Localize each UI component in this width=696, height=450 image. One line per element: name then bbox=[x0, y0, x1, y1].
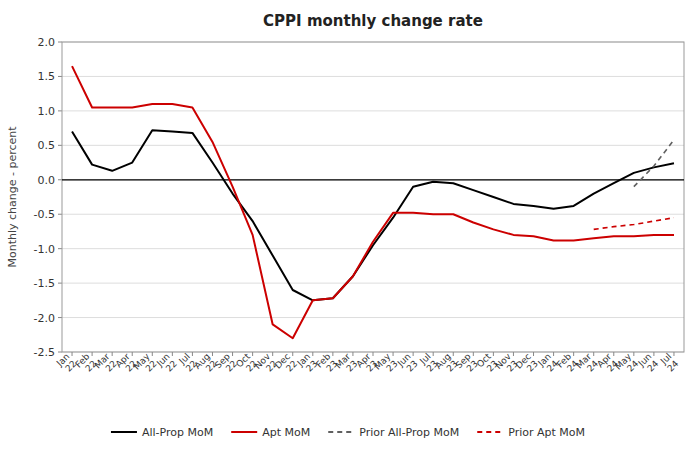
tick-mark bbox=[232, 352, 233, 356]
tick-label: -1.5 bbox=[34, 277, 55, 290]
legend-swatch bbox=[111, 431, 137, 433]
tick-label: -1.0 bbox=[34, 243, 55, 256]
legend-swatch bbox=[231, 431, 257, 433]
y-axis-label: Monthly change - percent bbox=[6, 126, 19, 268]
tick-mark bbox=[453, 352, 454, 356]
plot-frame bbox=[62, 42, 684, 352]
tick-mark bbox=[573, 352, 574, 356]
tick-mark bbox=[332, 352, 333, 356]
tick-label: Jun22 bbox=[154, 351, 179, 376]
tick-mark bbox=[673, 352, 674, 356]
tick-label: Dec22 bbox=[273, 351, 299, 377]
tick-mark bbox=[58, 179, 62, 180]
tick-mark bbox=[192, 352, 193, 356]
grid-line bbox=[62, 110, 684, 111]
tick-label: Jul24 bbox=[658, 351, 681, 374]
tick-mark bbox=[493, 352, 494, 356]
tick-mark bbox=[152, 352, 153, 356]
zero-line bbox=[62, 179, 684, 180]
chart: CPPI monthly change rate Monthly change -… bbox=[0, 0, 696, 450]
tick-mark bbox=[553, 352, 554, 356]
tick-mark bbox=[132, 352, 133, 356]
series-line bbox=[72, 130, 674, 300]
tick-mark bbox=[212, 352, 213, 356]
series-line bbox=[594, 218, 674, 230]
tick-label: Jun24 bbox=[636, 351, 661, 376]
x-axis: Jan22Feb22Mar22Apr22May22Jun22Jul22Aug22… bbox=[54, 351, 681, 379]
tick-mark bbox=[58, 283, 62, 284]
legend-swatch bbox=[328, 431, 354, 433]
title: CPPI monthly change rate bbox=[263, 12, 483, 30]
tick-mark bbox=[252, 352, 253, 356]
grid bbox=[62, 42, 684, 352]
legend-label: All-Prop MoM bbox=[142, 426, 213, 439]
series-line bbox=[72, 66, 674, 338]
series-line bbox=[634, 140, 674, 187]
tick-label: 1.5 bbox=[38, 70, 56, 83]
legend-item: Prior All-Prop MoM bbox=[328, 426, 459, 439]
grid-line bbox=[62, 283, 684, 284]
tick-mark bbox=[393, 352, 394, 356]
tick-mark bbox=[373, 352, 374, 356]
tick-mark bbox=[653, 352, 654, 356]
tick-mark bbox=[593, 352, 594, 356]
tick-label: May22 bbox=[132, 351, 160, 379]
tick-mark bbox=[413, 352, 414, 356]
legend-item: All-Prop MoM bbox=[111, 426, 213, 439]
tick-label: Dec23 bbox=[514, 351, 540, 377]
tick-label: May24 bbox=[613, 351, 641, 379]
legend-label: Prior Apt MoM bbox=[508, 426, 585, 439]
legend-label: Prior All-Prop MoM bbox=[359, 426, 459, 439]
tick-label: 2.0 bbox=[38, 36, 56, 49]
tick-mark bbox=[172, 352, 173, 356]
tick-mark bbox=[633, 352, 634, 356]
grid-line bbox=[62, 145, 684, 146]
tick-mark bbox=[272, 352, 273, 356]
tick-label-line: 24 bbox=[645, 358, 660, 373]
tick-mark bbox=[58, 214, 62, 215]
tick-label: 0.0 bbox=[38, 174, 56, 187]
tick-label: -2.0 bbox=[34, 312, 55, 325]
tick-mark bbox=[533, 352, 534, 356]
tick-label-line: 24 bbox=[665, 358, 680, 373]
tick-mark bbox=[352, 352, 353, 356]
tick-mark bbox=[58, 76, 62, 77]
legend-label: Apt MoM bbox=[262, 426, 310, 439]
tick-mark bbox=[613, 352, 614, 356]
tick-mark bbox=[292, 352, 293, 356]
tick-label-line: 22 bbox=[164, 358, 179, 373]
tick-mark bbox=[58, 352, 62, 353]
grid-line bbox=[62, 248, 684, 249]
legend-item: Prior Apt MoM bbox=[477, 426, 585, 439]
grid-line bbox=[62, 76, 684, 77]
tick-mark bbox=[58, 42, 62, 43]
tick-mark bbox=[312, 352, 313, 356]
tick-label: -0.5 bbox=[34, 208, 55, 221]
tick-label: -2.5 bbox=[34, 346, 55, 359]
legend-swatch bbox=[477, 431, 503, 433]
legend-item: Apt MoM bbox=[231, 426, 310, 439]
tick-mark bbox=[58, 248, 62, 249]
tick-mark bbox=[58, 317, 62, 318]
grid-line bbox=[62, 317, 684, 318]
y-axis: -2.5 -2.0 -1.5 -1.0 -0.5 0.0 0.5 1.0 1.5 2.0 bbox=[34, 36, 62, 359]
tick-mark bbox=[112, 352, 113, 356]
tick-label-line: 23 bbox=[404, 358, 419, 373]
tick-mark bbox=[72, 352, 73, 356]
legend: All-Prop MoM Apt MoM Prior All-Prop MoM Pri… bbox=[111, 426, 585, 439]
tick-mark bbox=[58, 145, 62, 146]
tick-label: Jun23 bbox=[395, 351, 420, 376]
tick-mark bbox=[473, 352, 474, 356]
tick-mark bbox=[92, 352, 93, 356]
tick-mark bbox=[433, 352, 434, 356]
tick-mark bbox=[513, 352, 514, 356]
tick-label: 0.5 bbox=[38, 139, 56, 152]
tick-label: May23 bbox=[372, 351, 400, 379]
grid-line bbox=[62, 179, 684, 180]
grid-line bbox=[62, 214, 684, 215]
tick-label: 1.0 bbox=[38, 105, 56, 118]
lines bbox=[72, 66, 674, 338]
tick-mark bbox=[58, 110, 62, 111]
